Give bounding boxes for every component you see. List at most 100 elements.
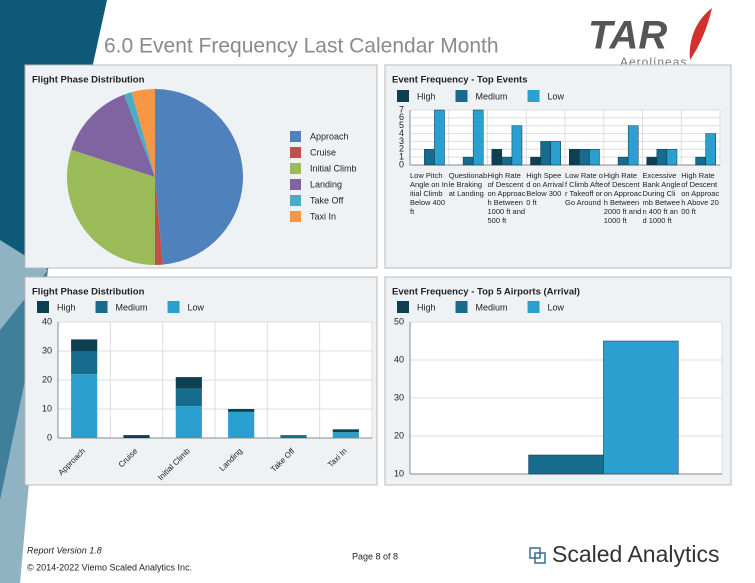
bar-segment [332,429,359,433]
pie-slice [124,92,155,177]
legend-label: Medium [476,91,508,101]
copyright: © 2014-2022 Viemo Scaled Analytics Inc. [27,562,192,572]
y-tick-label: 20 [42,374,52,384]
bar [705,133,716,166]
x-tick-label-box: High Rate of Descent on Approach Above 2… [681,171,719,216]
bar-segment [71,351,98,375]
y-tick-label: 30 [42,345,52,355]
chart-title: Flight Phase Distribution [32,287,145,298]
bar [424,149,435,166]
legend-label: High [417,302,436,312]
legend-swatch [397,301,409,313]
x-tick-label-box: High Speed on Arrival Below 3000 ft [526,171,564,207]
x-tick-label-box: Low Pitch Angle on Initial Climb Below 4… [410,171,448,216]
x-tick-label: Excessive Bank Angle During Climb Betwee… [642,171,681,225]
legend-swatch [527,90,540,102]
bar-segment [71,374,98,438]
legend-label: Taxi In [310,211,336,221]
bar [603,340,679,475]
bar [501,156,513,166]
legend-swatch [290,131,301,142]
bar [434,109,445,166]
bar [666,149,678,166]
x-tick-label: Low Pitch Angle on Initial Climb Below 4… [410,171,448,216]
x-tick-label: High Rate of Descent on Approach Between… [487,171,526,225]
y-tick-label: 10 [394,468,404,478]
y-tick-label: 40 [42,316,52,326]
legend-swatch [290,147,301,158]
legend-swatch [397,90,409,102]
legend-swatch [290,195,301,206]
bar [617,156,629,166]
bar [695,156,706,166]
y-tick-label: 50 [394,316,404,326]
y-tick-label: 6 [399,112,404,122]
pie-slice [131,89,155,177]
legend-swatch [290,179,301,190]
bar-segment [228,409,255,412]
legend-swatch [455,90,468,102]
legend-swatch [527,301,540,313]
x-tick-label: High Speed on Arrival Below 3000 ft [526,171,564,207]
legend-label: Initial Climb [310,163,357,173]
pie-slice [67,149,155,265]
x-tick-label: Questionable Braking at Landing [448,171,488,198]
legend-swatch [290,163,301,174]
y-tick-label: 1 [399,152,404,162]
bar [491,149,503,166]
bar-segment [175,377,202,389]
bar [540,141,551,166]
legend-swatch [95,301,108,313]
y-tick-label: 30 [394,392,404,402]
y-tick-label: 5 [399,120,404,130]
bar [656,149,668,166]
brand: Scaled Analytics [552,541,719,567]
chart-title: Event Frequency - Top 5 Airports (Arriva… [392,287,580,298]
y-tick-label: 20 [394,430,404,440]
legend-label: Medium [476,302,508,312]
bar-segment [332,432,359,438]
bar [550,141,561,166]
bar-segment [228,411,255,438]
x-tick-label-box: Questionable Braking at Landing [448,171,488,198]
legend-swatch [290,211,301,222]
x-tick-label-box: Excessive Bank Angle During Climb Betwee… [642,171,681,225]
x-tick-label: Low Rate of Climb After Takeoff or Go Ar… [565,171,604,207]
y-tick-label: 0 [399,159,404,169]
page-number: Page 8 of 8 [352,551,398,561]
legend-swatch [167,301,180,313]
pie-slice [155,89,244,265]
legend-label: Medium [116,302,148,312]
legend-label: High [57,302,76,312]
bar [579,149,590,166]
legend-swatch [37,301,49,313]
x-tick-label-box: Low Rate of Climb After Takeoff or Go Ar… [565,171,604,207]
y-tick-label: 3 [399,136,404,146]
bar-segment [175,388,202,407]
bar [511,125,523,166]
x-tick-label-box: High Rate of Descent on Approach Between… [604,171,642,225]
bar-segment [175,406,202,438]
y-tick-label: 10 [42,403,52,413]
panel [384,64,732,269]
bar-segment [280,435,307,438]
bar [462,156,474,166]
y-tick-label: 40 [394,354,404,364]
legend-label: Low [548,91,565,101]
legend-label: High [417,91,436,101]
bar [530,156,541,166]
y-tick-label: 4 [399,128,404,138]
pie-slice [155,177,163,265]
legend-label: Approach [310,131,349,141]
bar [528,454,604,475]
x-tick-label-box: High Rate of Descent on Approach Between… [487,171,526,225]
page-title: 6.0 Event Frequency Last Calendar Month [104,35,499,58]
report-version: Report Version 1.8 [27,545,102,555]
logo-feather [689,8,712,60]
legend-label: Landing [310,179,342,189]
chart-title: Flight Phase Distribution [32,75,145,86]
bar [472,109,484,166]
legend-label: Low [188,302,205,312]
y-tick-label: 0 [47,432,52,442]
